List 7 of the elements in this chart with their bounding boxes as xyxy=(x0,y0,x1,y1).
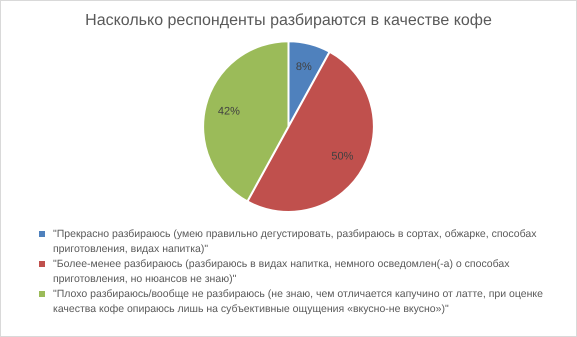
chart-title: Насколько респонденты разбираются в качестве кофе xyxy=(85,12,492,30)
legend-label: "Плохо разбираюсь/вообще не разбираюсь (не знаю, чем отличается капучино от латте, при оценке качества кофе опираюсь лишь на субъективные ощущения «вкусно-не вкусно»)" xyxy=(52,287,544,317)
data-label: 50% xyxy=(331,150,354,162)
legend-label: "Более-менее разбираюсь (разбираюсь в видах напитка, немного осведомлен(-а) о способах приготовления, но нюансов не знаю)" xyxy=(52,257,511,287)
data-label: 8% xyxy=(296,61,312,74)
data-label: 42% xyxy=(218,105,240,118)
legend-label: "Прекрасно разбираюсь (умею правильно дегустировать, разбираюсь в сортах, обжарке, способах приготовления, видах напитка)" xyxy=(52,227,538,257)
